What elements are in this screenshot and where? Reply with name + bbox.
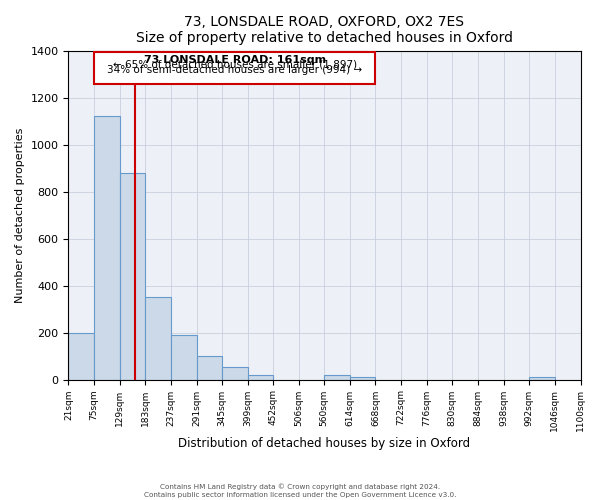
Text: 34% of semi-detached houses are larger (994) →: 34% of semi-detached houses are larger (… (107, 64, 362, 74)
Title: 73, LONSDALE ROAD, OXFORD, OX2 7ES
Size of property relative to detached houses : 73, LONSDALE ROAD, OXFORD, OX2 7ES Size … (136, 15, 513, 45)
Bar (324, 375, 350, 380)
Text: ← 65% of detached houses are smaller (1,897): ← 65% of detached houses are smaller (1,… (113, 60, 357, 70)
Bar (350, 377, 376, 380)
Bar (197, 356, 222, 380)
Text: Contains HM Land Registry data © Crown copyright and database right 2024.
Contai: Contains HM Land Registry data © Crown c… (144, 484, 456, 498)
Bar (119, 173, 145, 380)
Bar (529, 377, 555, 380)
Bar (145, 298, 171, 380)
Bar (94, 116, 119, 380)
Text: 73 LONSDALE ROAD: 161sqm: 73 LONSDALE ROAD: 161sqm (143, 54, 326, 64)
Y-axis label: Number of detached properties: Number of detached properties (15, 128, 25, 303)
Bar (171, 335, 197, 380)
X-axis label: Distribution of detached houses by size in Oxford: Distribution of detached houses by size … (178, 437, 470, 450)
Bar (222, 366, 248, 380)
FancyBboxPatch shape (94, 52, 376, 84)
Bar (68, 332, 94, 380)
Bar (248, 375, 273, 380)
